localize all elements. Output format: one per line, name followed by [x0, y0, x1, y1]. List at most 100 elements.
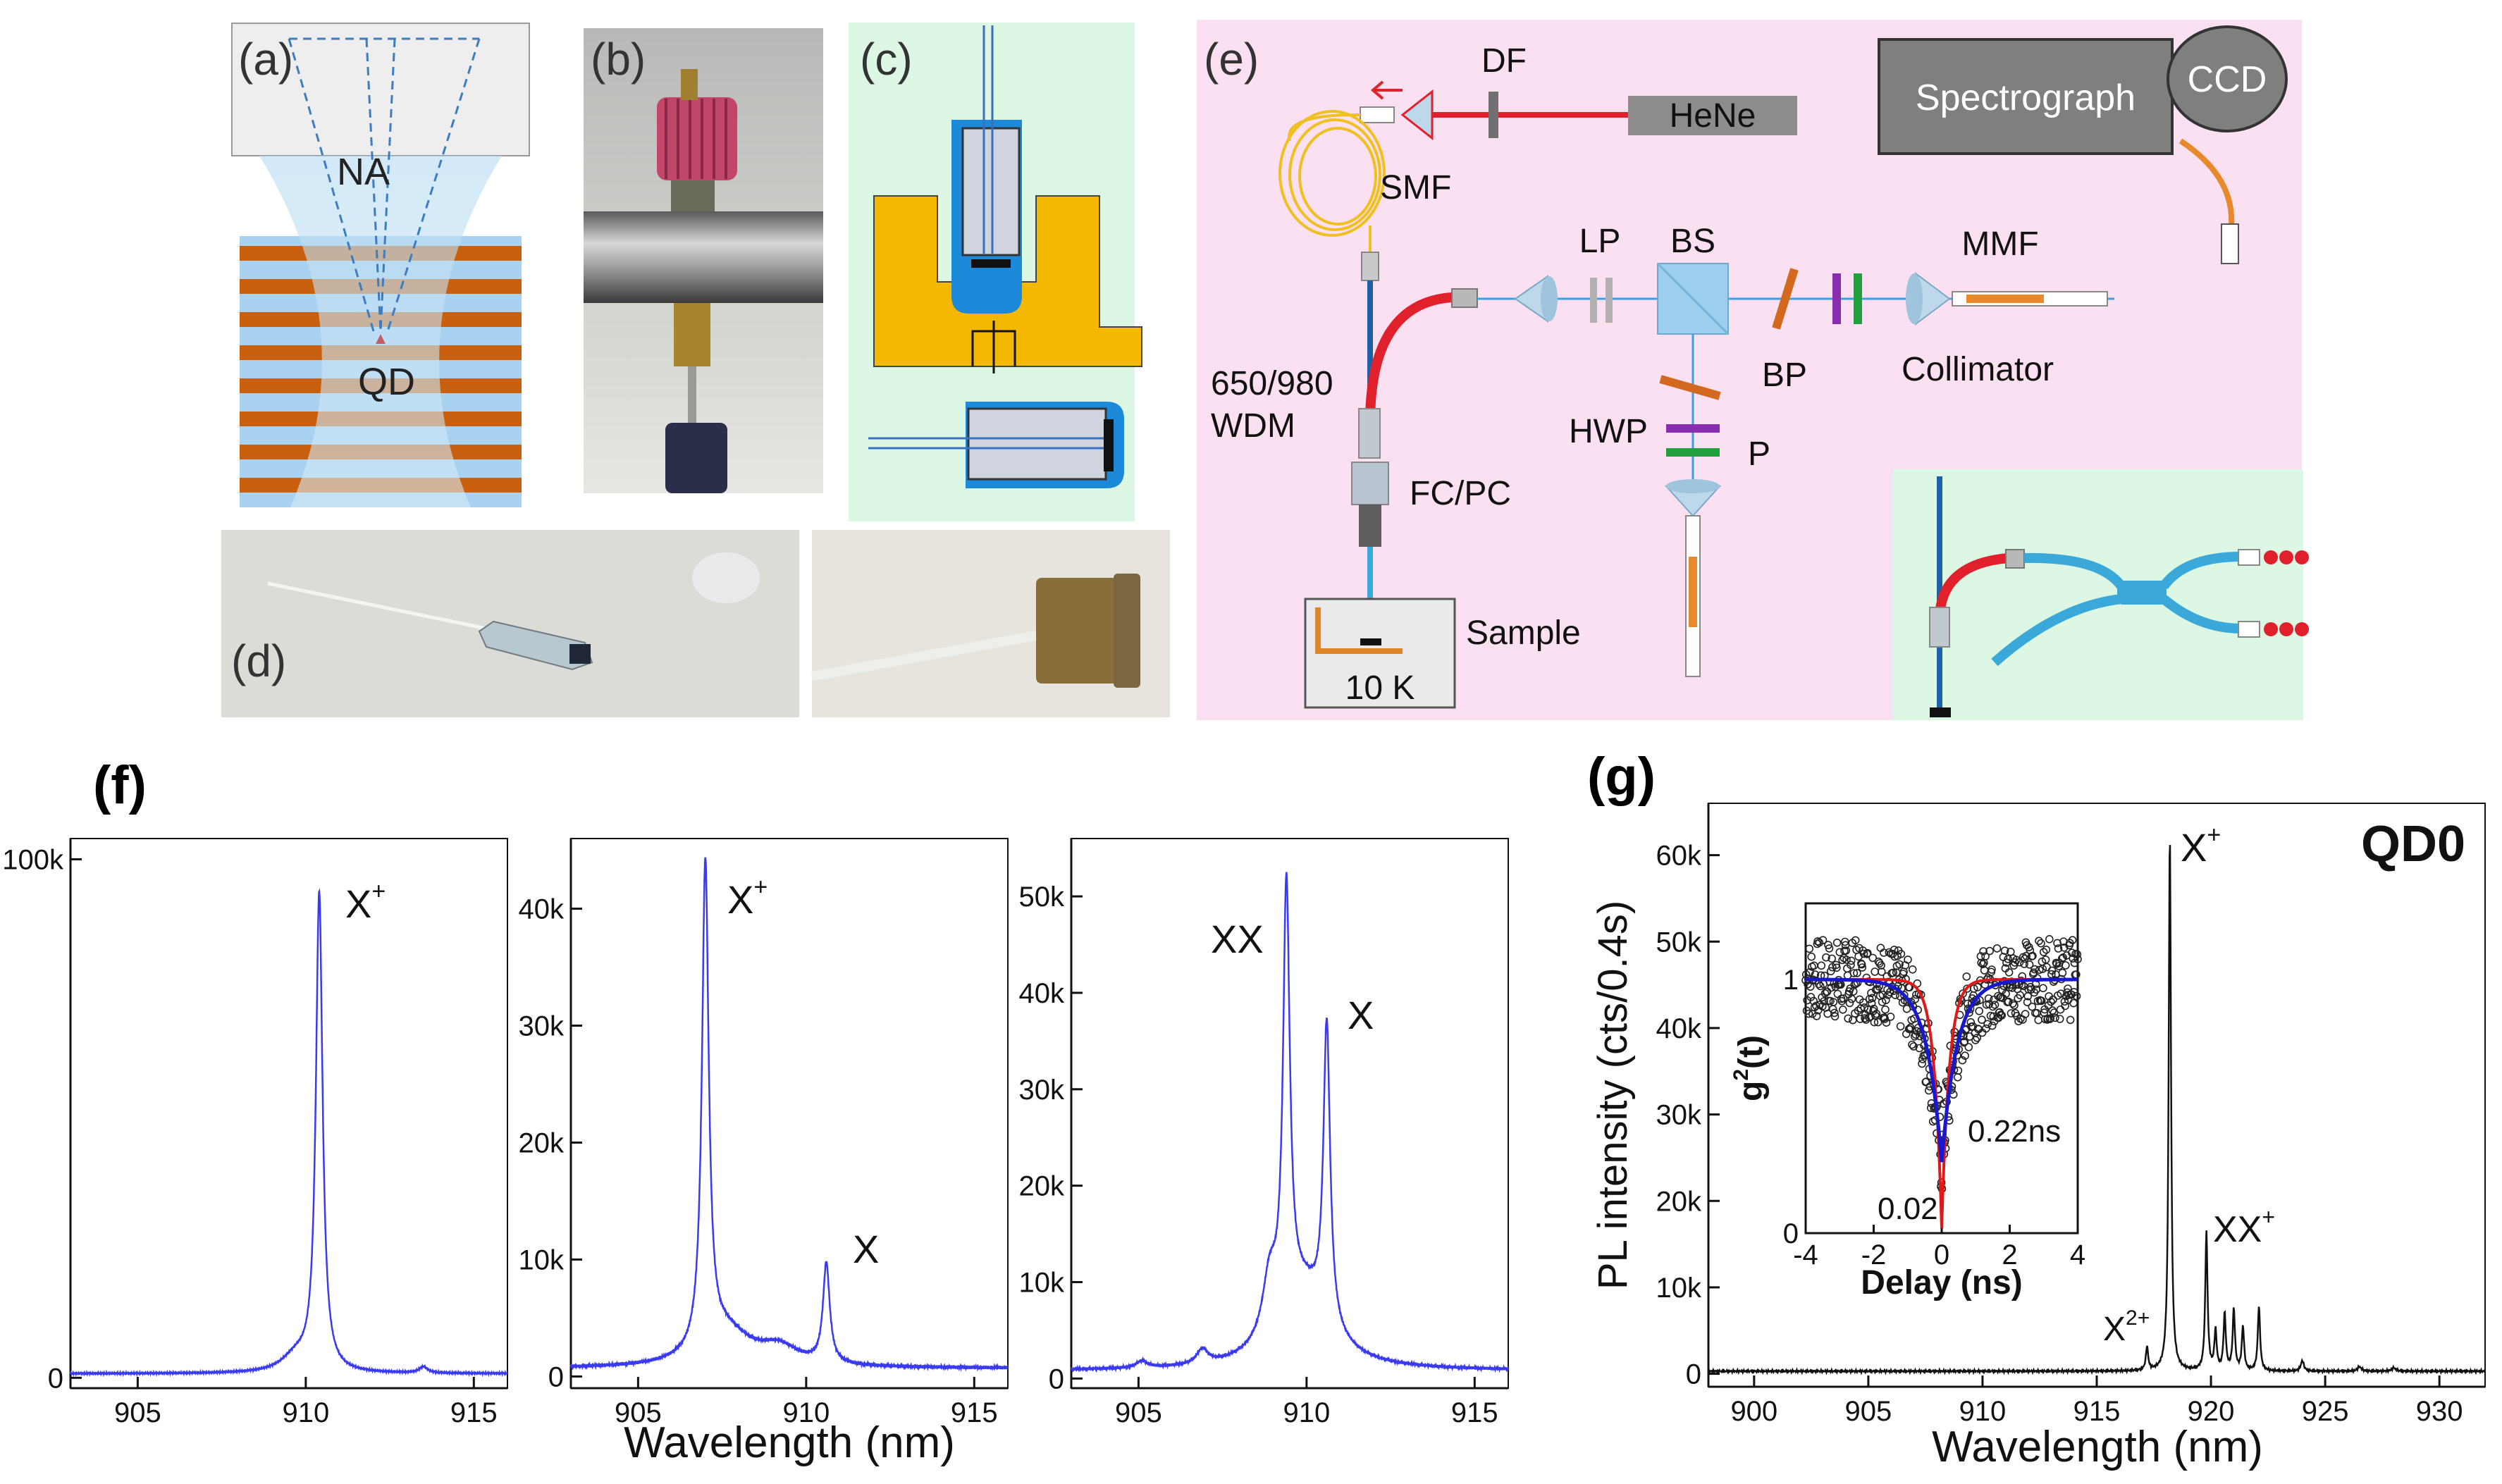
inset-ylabel-sup: 2: [1730, 1069, 1753, 1081]
g-ann-x2plus: X2+: [2103, 1306, 2150, 1348]
g-ann-xplus-sup: +: [2207, 822, 2221, 848]
fiber-strand: [267, 581, 494, 632]
fiber-core-lines: [982, 25, 994, 254]
lp-filter-1: [1590, 278, 1597, 323]
label-b: (b): [591, 34, 646, 85]
f1-ann-xplus: X+: [345, 878, 386, 926]
wdm-fiber-red: [1365, 292, 1453, 423]
inset-point: [1891, 991, 1899, 999]
f2-ann-xplus-base: X: [727, 877, 753, 922]
inset-point: [2062, 961, 2070, 970]
na-label: NA: [337, 151, 390, 193]
inset-point: [1853, 969, 1861, 977]
sample-label: Sample: [1466, 614, 1581, 652]
f2-ann-xplus-sup: +: [753, 874, 768, 901]
hwp-right: [1832, 273, 1841, 324]
inset-point: [2046, 1014, 2055, 1022]
inset-point: [1908, 1040, 1916, 1049]
f1-xtick-label-910: 910: [282, 1397, 329, 1428]
mmf-end-connector: [2221, 223, 2239, 264]
inset-point: [1958, 1056, 1967, 1065]
g-xtick-label-910: 910: [1959, 1396, 2007, 1427]
inset-e-bg: [1893, 469, 2303, 720]
inset-point: [1828, 954, 1836, 963]
inset-point: [1806, 993, 1816, 1001]
fcpc-nut: [1114, 574, 1140, 688]
g-ytick-label-20k: 20k: [1656, 1186, 1702, 1217]
inset-point: [1886, 1013, 1895, 1021]
inset-point: [1992, 944, 2002, 953]
inset-point: [1859, 949, 1868, 958]
inset-point: [1918, 1059, 1926, 1068]
inset-point: [1812, 1001, 1820, 1010]
label-c: (c): [860, 34, 913, 85]
inset-point: [1997, 1011, 2006, 1020]
inset-point: [1838, 956, 1847, 965]
inset-point: [1839, 994, 1848, 1003]
bs-label: BS: [1670, 223, 1715, 260]
inset-point: [2016, 991, 2024, 1000]
brass-connector: [674, 303, 710, 366]
knob-stem: [681, 69, 698, 100]
inset-point: [1832, 939, 1842, 947]
inset-point: [2004, 955, 2012, 963]
wdm-body: [1358, 408, 1381, 459]
f2-xtick-label-910: 910: [782, 1397, 830, 1428]
inset-point: [1984, 994, 1993, 1003]
hene-arrow: [1370, 80, 1403, 100]
objective-block: [231, 23, 530, 156]
inset-point: [1975, 1007, 1983, 1015]
input-lens-cap: [1541, 276, 1558, 321]
panel-a: (a) NA QD: [231, 23, 530, 507]
g-inset: -4 -2 0 2 401 0.22ns 0.02 Delay (ns) g2(t): [1730, 902, 2085, 1301]
inset-output-1: [2238, 549, 2260, 566]
inset-point: [1820, 989, 1830, 998]
beamsplitter-diagonal: [1656, 262, 1730, 335]
bp-filter-vertical: [1659, 375, 1721, 400]
inset-point: [1857, 960, 1866, 969]
inset-point: [2059, 944, 2069, 952]
fiber-tip-dark: [569, 644, 591, 664]
inset-point: [1842, 946, 1851, 955]
mmf-to-spectrograph: [2179, 138, 2235, 226]
inset-point: [2000, 946, 2009, 955]
sample-holder: [1315, 607, 1403, 654]
inset-point: [2028, 1002, 2037, 1011]
chart-f1: 905 910 915 0 100k X+: [2, 838, 508, 1428]
g-ann-xxplus-base: XX: [2213, 1209, 2262, 1250]
inset-point: [2037, 939, 2045, 948]
panel-b: (b): [584, 28, 823, 493]
spectrograph-label: Spectrograph: [1916, 78, 2136, 118]
inset-point: [2007, 947, 2015, 956]
f2-ytick-label-30k: 30k: [519, 1011, 565, 1042]
inset-point: [1863, 1006, 1873, 1014]
inset-output-2: [2238, 621, 2260, 638]
f2-xlabel: Wavelength (nm): [624, 1418, 955, 1467]
bp-right-label: BP: [1762, 357, 1807, 394]
inset-point: [1877, 961, 1885, 970]
ferrule-block: [961, 127, 1021, 256]
f2-spectrum-line: [569, 857, 1009, 1372]
inset-coupler-body: [2117, 581, 2167, 605]
inset-point: [1882, 1018, 1891, 1027]
inset-point: [2067, 990, 2076, 999]
g-ytick-label-0: 0: [1686, 1359, 1701, 1390]
inset-point: [1964, 1043, 1973, 1051]
inset-connector: [2005, 549, 2025, 569]
inset-point: [1813, 937, 1822, 946]
wdm-label-1: 650/980: [1211, 365, 1333, 402]
g-xtick-label-925: 925: [2302, 1396, 2349, 1427]
inset-point: [1823, 987, 1832, 996]
label-d: (d): [231, 636, 286, 686]
inset-point: [1868, 994, 1877, 1003]
cleaved-piece: [692, 552, 760, 603]
inset-point: [2023, 998, 2032, 1006]
inset-point: [1854, 1006, 1863, 1015]
mount-bracket: [971, 321, 1016, 373]
f2-frame: [570, 838, 1009, 1389]
inset-point: [2050, 1008, 2059, 1017]
gold-mount: [873, 195, 1142, 367]
f3-xtick-label-910: 910: [1283, 1397, 1330, 1428]
inset-point: [2045, 935, 2054, 944]
